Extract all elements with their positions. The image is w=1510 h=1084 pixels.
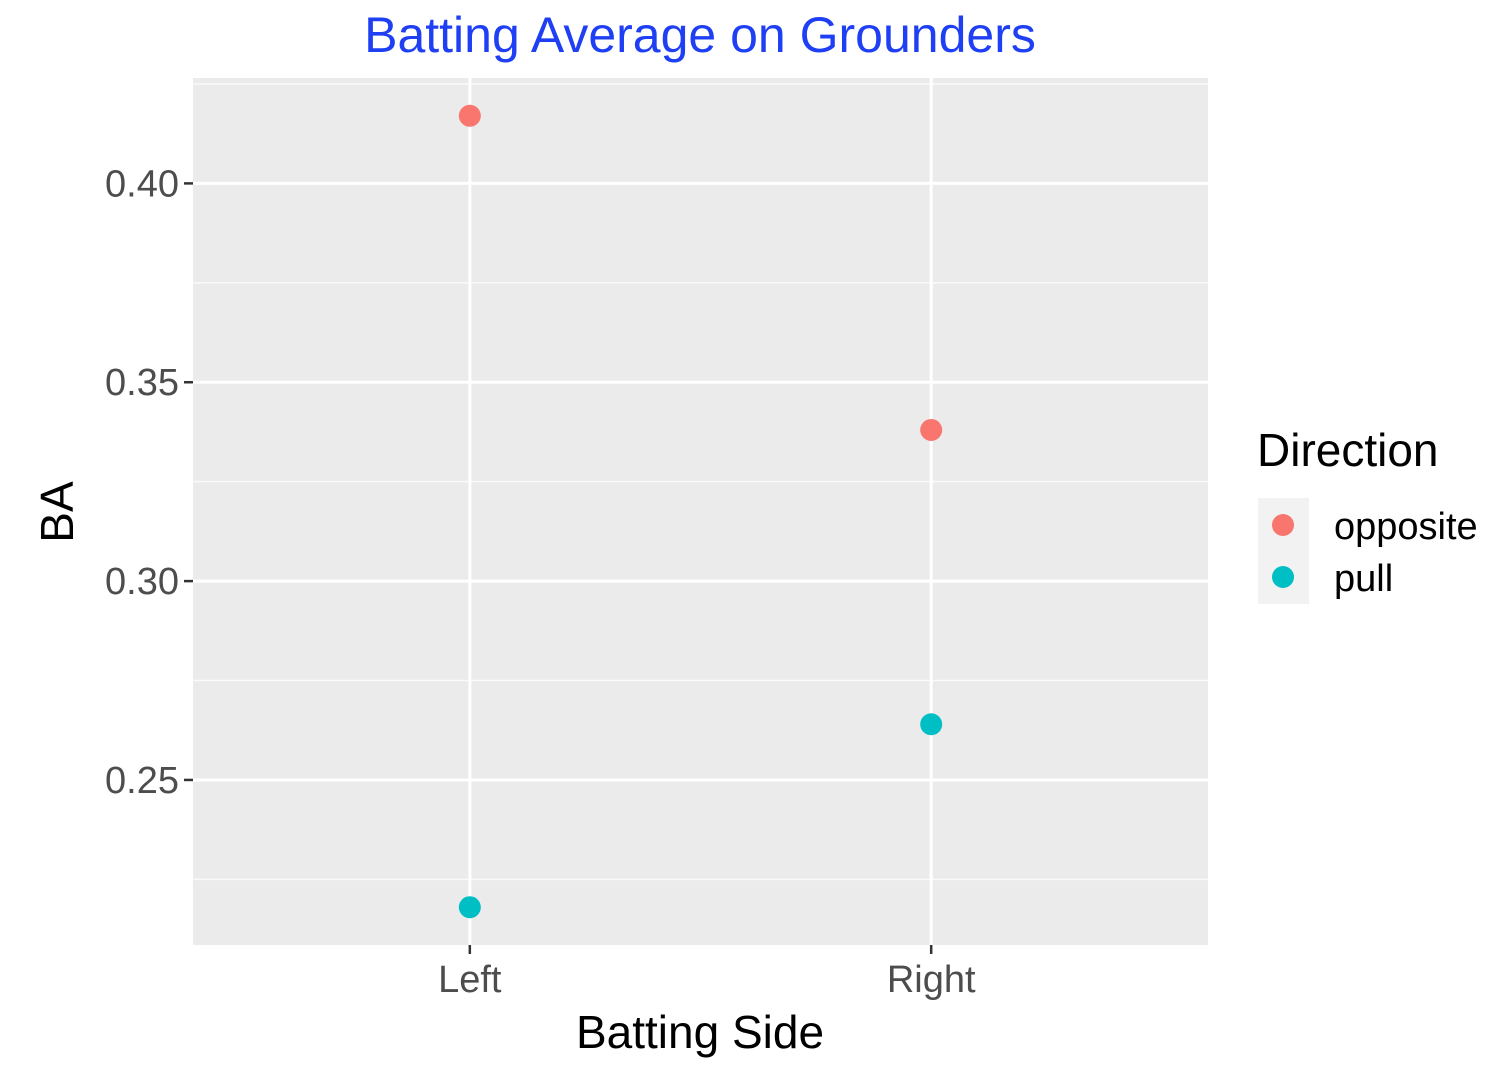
y-tick-label: 0.40 (105, 163, 179, 205)
legend-label-pull: pull (1334, 558, 1393, 600)
y-tick-label: 0.30 (105, 561, 179, 603)
y-axis-title: BA (31, 481, 83, 543)
data-point-opposite (920, 418, 943, 441)
legend-label-opposite: opposite (1334, 506, 1478, 548)
y-axis: 0.25 0.30 0.35 0.40 (105, 163, 193, 802)
data-point-pull (920, 713, 943, 736)
legend-key-pull (1272, 566, 1294, 588)
data-point-pull (458, 896, 481, 919)
chart-title: Batting Average on Grounders (364, 7, 1036, 63)
legend-key-opposite (1272, 514, 1294, 536)
legend-title: Direction (1257, 424, 1439, 476)
legend-items: opposite pull (1272, 506, 1478, 600)
data-point-opposite (458, 104, 481, 127)
major-gridlines (193, 78, 1208, 945)
y-tick-label: 0.25 (105, 760, 179, 802)
x-tick-label: Left (438, 959, 502, 1001)
x-axis-title: Batting Side (576, 1006, 824, 1058)
y-tick-label: 0.35 (105, 362, 179, 404)
data-points (458, 104, 943, 919)
legend-key-background (1258, 498, 1309, 604)
x-axis: Left Right (438, 945, 976, 1001)
minor-gridlines (193, 83, 1208, 881)
x-tick-label: Right (887, 959, 976, 1001)
legend: Direction opposite pull (1257, 424, 1478, 604)
plot-panel (193, 78, 1208, 945)
